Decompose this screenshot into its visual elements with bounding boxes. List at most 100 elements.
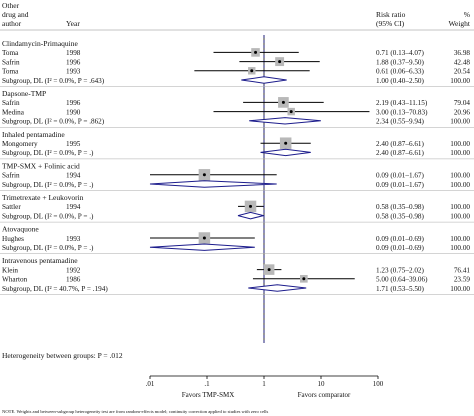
- header-col1-line3: author: [2, 19, 22, 28]
- subgroup-weight: 100.00: [450, 244, 470, 252]
- subgroup-label: Subgroup, DL (I² = 0.0%, P = .862): [2, 118, 105, 126]
- subgroup-ci-text: 1.71 (0.53–5.50): [376, 285, 425, 293]
- study-author: Klein: [2, 266, 18, 274]
- footnote: NOTE. Weights and between-subgroup heter…: [2, 409, 269, 414]
- study-ci-text: 0.09 (0.01–0.69): [376, 235, 425, 243]
- subgroup-weight: 100.00: [450, 77, 470, 85]
- study-author: Safrin: [2, 58, 20, 66]
- subgroup-weight: 100.00: [450, 181, 470, 189]
- axis-right-label: Favors comparator: [298, 391, 351, 399]
- header-rr-line1: Risk ratio: [376, 10, 406, 19]
- point-estimate: [202, 236, 206, 240]
- study-author: Medina: [2, 108, 25, 116]
- study-year: 1996: [66, 99, 81, 107]
- header-col1-line2: drug and: [2, 10, 29, 19]
- study-ci-text: 5.00 (0.64–39.06): [376, 276, 428, 284]
- subgroup-diamond: [237, 211, 264, 220]
- x-tick-label: .1: [204, 380, 210, 388]
- subgroup-weight: 100.00: [450, 212, 470, 220]
- subgroup-ci-text: 0.58 (0.35–0.98): [376, 212, 425, 220]
- header-col1-line1: Other: [2, 1, 20, 10]
- group-title: Intravenous pentamadine: [2, 256, 78, 265]
- study-weight: 20.96: [454, 108, 471, 116]
- study-weight: 100.00: [450, 235, 470, 243]
- subgroup-diamond: [149, 180, 277, 188]
- point-estimate: [249, 204, 253, 208]
- study-ci-text: 1.88 (0.37–9.50): [376, 58, 425, 66]
- subgroup-label: Subgroup, DL (I² = 0.0%, P = .): [2, 149, 94, 157]
- study-year: 1990: [66, 108, 81, 116]
- study-weight: 42.48: [454, 58, 471, 66]
- study-ci-text: 0.71 (0.13–4.07): [376, 49, 425, 57]
- study-year: 1996: [66, 58, 81, 66]
- header-rr-line2: (95% CI): [376, 19, 405, 28]
- subgroup-ci-text: 2.34 (0.55–9.94): [376, 118, 425, 126]
- point-estimate: [267, 268, 271, 272]
- column-headers: Other drug and author Year Risk ratio (9…: [2, 1, 471, 28]
- point-estimate: [284, 141, 288, 145]
- study-year: 1995: [66, 140, 81, 148]
- x-tick-label: 1: [262, 380, 266, 388]
- study-year: 1994: [66, 172, 81, 180]
- study-author: Hughes: [2, 235, 24, 243]
- study-author: Wharton: [2, 276, 28, 284]
- subgroup-diamond: [241, 76, 287, 84]
- x-tick-label: 100: [373, 380, 384, 388]
- study-ci-text: 2.40 (0.87–6.61): [376, 140, 425, 148]
- study-author: Sattler: [2, 203, 21, 211]
- heterogeneity-between-groups: Heterogeneity between groups: P = .012: [2, 351, 123, 360]
- study-weight: 100.00: [450, 140, 470, 148]
- group-title: Clindamycin-Primaquine: [2, 39, 78, 48]
- study-weight: 20.54: [454, 68, 471, 76]
- x-tick-label: .01: [146, 380, 155, 388]
- point-estimate: [302, 277, 306, 281]
- study-author: Safrin: [2, 99, 20, 107]
- study-ci-text: 0.61 (0.06–6.33): [376, 68, 425, 76]
- study-weight: 76.41: [454, 266, 471, 274]
- point-estimate: [254, 50, 258, 54]
- study-year: 1998: [66, 49, 81, 57]
- point-estimate: [289, 110, 293, 114]
- subgroup-diamond: [249, 117, 321, 125]
- study-weight: 79.04: [454, 99, 471, 107]
- group-title: Inhaled pentamadine: [2, 130, 65, 139]
- group-title: TMP-SMX + Folinic acid: [2, 161, 80, 170]
- subgroup-label: Subgroup, DL (I² = 0.0%, P = .): [2, 181, 94, 189]
- subgroup-label: Subgroup, DL (I² = 0.0%, P = .): [2, 212, 94, 220]
- header-year: Year: [66, 19, 80, 28]
- study-weight: 23.59: [454, 276, 471, 284]
- study-ci-text: 0.09 (0.01–1.67): [376, 172, 425, 180]
- subgroup-label: Subgroup, DL (I² = 0.0%, P = .): [2, 244, 94, 252]
- subgroup-diamond: [260, 148, 311, 157]
- study-year: 1993: [66, 235, 81, 243]
- group-title: Trimetrexate + Leukovorin: [2, 193, 84, 202]
- study-year: 1992: [66, 266, 81, 274]
- study-author: Toma: [2, 49, 19, 57]
- subgroup-weight: 100.00: [450, 149, 470, 157]
- study-weight: 100.00: [450, 203, 470, 211]
- study-year: 1986: [66, 276, 81, 284]
- study-author: Toma: [2, 68, 19, 76]
- axis-left-label: Favors TMP-SMX: [182, 391, 235, 399]
- point-estimate: [278, 60, 282, 64]
- study-author: Safrin: [2, 172, 20, 180]
- study-author: Mongomery: [2, 140, 38, 148]
- study-weight: 100.00: [450, 172, 470, 180]
- point-estimate: [250, 69, 254, 73]
- subgroup-ci-text: 1.00 (0.40–2.50): [376, 77, 425, 85]
- study-year: 1994: [66, 203, 81, 211]
- point-estimate: [202, 173, 206, 177]
- study-ci-text: 0.58 (0.35–0.98): [376, 203, 425, 211]
- group-title: Atovaquone: [2, 225, 39, 234]
- subgroup-weight: 100.00: [450, 285, 470, 293]
- x-tick-label: 10: [318, 380, 326, 388]
- group-title: Dapsone-TMP: [2, 89, 46, 98]
- study-ci-text: 3.00 (0.13–70.83): [376, 108, 428, 116]
- x-axis: .01 .1 1 10 100: [146, 375, 384, 388]
- subgroup-ci-text: 0.09 (0.01–1.67): [376, 181, 425, 189]
- subgroup-weight: 100.00: [450, 118, 470, 126]
- study-ci-text: 2.19 (0.43–11.15): [376, 99, 428, 107]
- point-estimate: [281, 100, 285, 104]
